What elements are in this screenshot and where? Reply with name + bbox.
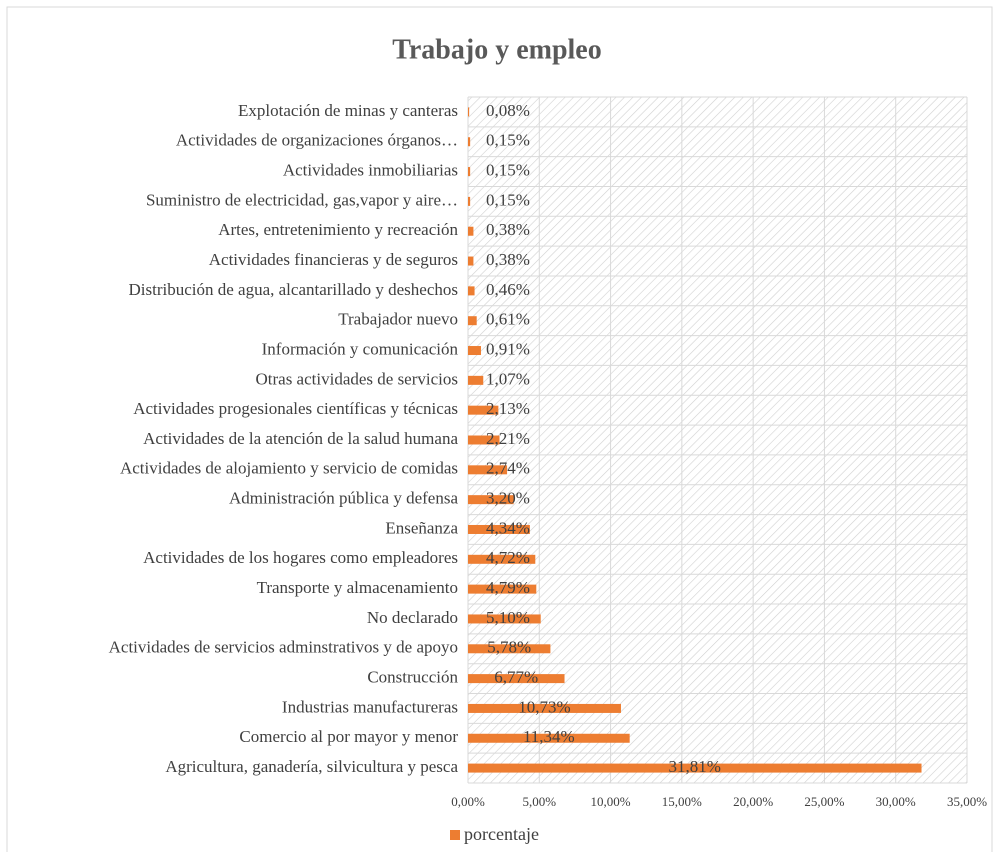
- data-label: 31,81%: [669, 757, 721, 776]
- data-label: 2,21%: [486, 429, 530, 448]
- x-tick-label: 30,00%: [876, 794, 916, 809]
- data-label: 2,13%: [486, 399, 530, 418]
- x-tick-label: 35,00%: [947, 794, 987, 809]
- data-label: 11,34%: [523, 727, 575, 746]
- bar: [468, 167, 471, 177]
- bar: [468, 196, 471, 206]
- data-label: 3,20%: [486, 489, 530, 508]
- bar: [468, 584, 537, 594]
- bar: [468, 435, 500, 445]
- data-label: 1,07%: [486, 369, 530, 388]
- bar: [468, 703, 621, 713]
- x-tick-label: 0,00%: [451, 794, 485, 809]
- y-tick-label: Otras actividades de servicios: [255, 369, 458, 388]
- x-tick-label: 15,00%: [662, 794, 702, 809]
- data-label: 0,08%: [486, 101, 530, 120]
- y-tick-label: Información y comunicación: [262, 339, 459, 358]
- data-label: 4,72%: [486, 548, 530, 567]
- chart-title: Trabajo y empleo: [392, 34, 601, 65]
- bar: [468, 286, 475, 296]
- x-tick-label: 10,00%: [591, 794, 631, 809]
- data-label: 0,46%: [486, 280, 530, 299]
- data-label: 6,77%: [494, 668, 538, 687]
- y-tick-label: Suministro de electricidad, gas,vapor y …: [146, 190, 458, 209]
- data-label: 0,15%: [486, 160, 530, 179]
- bar: [468, 346, 481, 356]
- x-tick-label: 25,00%: [804, 794, 844, 809]
- y-tick-label: No declarado: [367, 608, 458, 627]
- data-label: 4,79%: [486, 578, 530, 597]
- y-tick-label: Actividades financieras y de seguros: [209, 250, 458, 269]
- bar: [468, 524, 530, 534]
- y-tick-label: Agricultura, ganadería, silvicultura y p…: [165, 757, 458, 776]
- y-tick-label: Distribución de agua, alcantarillado y d…: [129, 280, 459, 299]
- data-label: 0,61%: [486, 310, 530, 329]
- bar: [468, 465, 508, 475]
- y-tick-label: Enseñanza: [385, 518, 458, 537]
- x-tick-label: 20,00%: [733, 794, 773, 809]
- x-tick-label: 5,00%: [522, 794, 556, 809]
- bar: [468, 733, 630, 743]
- y-tick-label: Artes, entretenimiento y recreación: [218, 220, 458, 239]
- plot-area: [468, 97, 967, 783]
- data-label: 5,78%: [487, 638, 531, 657]
- legend-label: porcentaje: [464, 824, 539, 844]
- y-tick-label: Actividades de la atención de la salud h…: [143, 429, 458, 448]
- bar: [468, 316, 477, 326]
- y-tick-label: Transporte y almacenamiento: [257, 578, 458, 597]
- bar: [468, 674, 565, 684]
- y-tick-label: Actividades progesionales científicas y …: [133, 399, 458, 418]
- data-label: 2,74%: [486, 459, 530, 478]
- y-tick-label: Actividades de los hogares como empleado…: [143, 548, 458, 567]
- y-tick-label: Administración pública y defensa: [229, 489, 458, 508]
- y-tick-label: Construcción: [367, 668, 458, 687]
- bar: [468, 614, 541, 624]
- y-tick-label: Explotación de minas y canteras: [238, 101, 458, 120]
- bar: [468, 375, 484, 385]
- y-tick-label: Trabajador nuevo: [338, 310, 458, 329]
- data-label: 0,15%: [486, 131, 530, 150]
- data-label: 10,73%: [518, 697, 570, 716]
- data-label: 0,38%: [486, 220, 530, 239]
- bar: [468, 495, 514, 505]
- legend-swatch: [450, 830, 460, 840]
- data-label: 0,38%: [486, 250, 530, 269]
- bar: [468, 554, 536, 564]
- data-label: 0,91%: [486, 339, 530, 358]
- bar: [468, 256, 474, 266]
- y-tick-label: Actividades inmobiliarias: [283, 160, 458, 179]
- y-tick-label: Actividades de servicios adminstrativos …: [109, 638, 458, 657]
- bar: [468, 107, 470, 117]
- data-label: 4,34%: [486, 518, 530, 537]
- data-label: 0,15%: [486, 190, 530, 209]
- y-tick-label: Comercio al por mayor y menor: [239, 727, 458, 746]
- bar: [468, 644, 551, 654]
- data-label: 5,10%: [486, 608, 530, 627]
- bar: [468, 405, 499, 415]
- bar: [468, 226, 474, 236]
- y-tick-label: Industrias manufactureras: [282, 697, 458, 716]
- y-tick-label: Actividades de organizaciones órganos…: [176, 131, 458, 150]
- bar: [468, 137, 471, 147]
- y-tick-label: Actividades de alojamiento y servicio de…: [120, 459, 458, 478]
- bar: [468, 763, 922, 773]
